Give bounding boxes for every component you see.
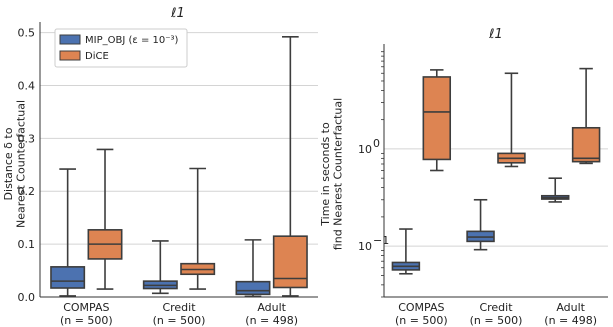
time-chart-ylabel: Time in seconds tofind Nearest Counterfa… — [319, 98, 345, 250]
distance-chart-ylabel: Distance δ toNearest Counterfactual — [2, 100, 28, 228]
time-ytick-exponent: 0 — [373, 137, 380, 150]
legend-label: DiCE — [85, 51, 109, 62]
time-xtick-sublabel: (n = 500) — [470, 314, 523, 327]
distance-box — [50, 266, 86, 289]
distance-xtick-sublabel: (n = 500) — [153, 314, 206, 327]
time-chart-title: ℓ1 — [488, 27, 503, 42]
time-box — [571, 126, 601, 163]
time-ytick-label: 10 — [358, 240, 372, 253]
legend-box — [54, 28, 188, 68]
distance-xtick-sublabel: (n = 498) — [245, 314, 298, 327]
distance-ytick-label: 0.1 — [18, 238, 36, 251]
legend-swatch — [59, 50, 81, 61]
distance-ytick-label: 0.3 — [18, 132, 36, 145]
legend: MIP_OBJ (ε = 10⁻³) DiCE — [54, 28, 188, 68]
distance-xtick-label: Credit — [162, 301, 196, 314]
distance-chart-title: ℓ1 — [170, 6, 185, 21]
legend-swatch — [59, 34, 81, 45]
time-ytick-exponent: −1 — [373, 234, 389, 247]
distance-ytick-label: 0.2 — [18, 185, 36, 198]
time-xtick-label: COMPAS — [398, 301, 444, 314]
distance-box — [235, 280, 271, 296]
distance-box — [272, 235, 308, 289]
time-ytick-label: 10 — [358, 143, 372, 156]
time-xtick-sublabel: (n = 500) — [395, 314, 448, 327]
time-chart-panel: ℓ1 Time in seconds tofind Nearest Counte… — [319, 27, 608, 327]
distance-xtick-sublabel: (n = 500) — [60, 314, 113, 327]
time-xtick-sublabel: (n = 498) — [544, 314, 597, 327]
distance-ytick-label: 0.4 — [18, 79, 36, 92]
distance-ytick-label: 0.0 — [18, 291, 36, 304]
time-xtick-label: Credit — [479, 301, 513, 314]
time-xtick-label: Adult — [556, 301, 585, 314]
distance-chart-panel: ℓ1 Distance δ toNearest Counterfactual 0… — [2, 6, 318, 327]
distance-xtick-label: Adult — [257, 301, 286, 314]
distance-xtick-label: COMPAS — [63, 301, 109, 314]
time-box — [422, 76, 452, 161]
distance-ytick-label: 0.5 — [18, 27, 36, 40]
legend-label: MIP_OBJ (ε = 10⁻³) — [85, 35, 179, 46]
